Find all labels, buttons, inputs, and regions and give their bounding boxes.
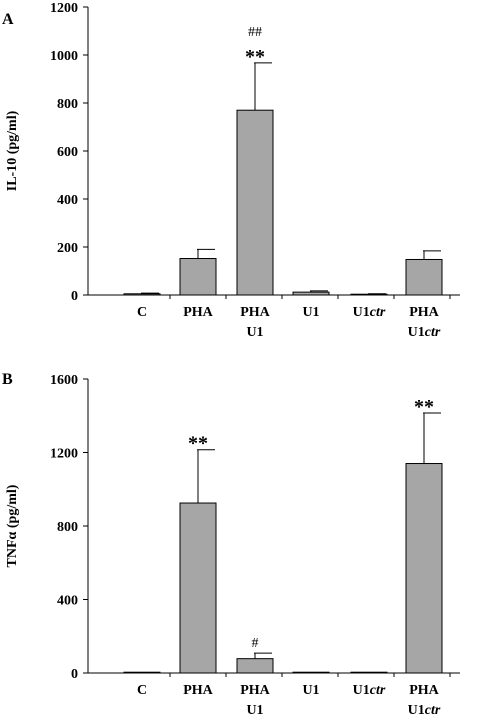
panel-b-significance-hashes: # xyxy=(252,636,259,651)
panel-a-category-label: U1ctr xyxy=(353,305,386,320)
panel-a-y-tick-label: 400 xyxy=(57,193,78,208)
panel-b-category-label: U1 xyxy=(302,683,319,698)
panel-a-bar xyxy=(179,258,217,296)
panel-b-y-tick-label: 0 xyxy=(71,667,78,682)
panel-b-category-label: C xyxy=(137,683,147,698)
panel-b-bar xyxy=(236,658,274,674)
panel-a-category-label: PHA xyxy=(409,305,439,320)
panel-a-category-label: C xyxy=(137,305,147,320)
panel-b-bar xyxy=(292,671,330,674)
panel-a-category-label-italic: ctr xyxy=(425,325,441,340)
panel-a-y-tick-label: 600 xyxy=(57,145,78,160)
panel-b-category-label: PHA xyxy=(240,683,270,698)
panel-a-y-axis-label: IL-10 (pg/ml) xyxy=(5,110,20,191)
panel-a-category-label: U1 xyxy=(302,305,319,320)
panel-a-category-label-line2: U1ctr xyxy=(408,325,441,340)
panel-a-category-label-italic: ctr xyxy=(370,305,386,320)
panel-b-category-label-italic: ctr xyxy=(425,703,441,718)
panel-b-category-label: U1ctr xyxy=(353,683,386,698)
panel-a-bar xyxy=(405,258,443,296)
panel-a-bar xyxy=(236,109,274,296)
panel-a-y-tick-label: 1000 xyxy=(50,49,78,64)
panel-a-significance-hashes: ## xyxy=(248,25,262,40)
panel-a-category-label: PHA xyxy=(183,305,213,320)
panel-b-y-tick-label: 400 xyxy=(57,594,78,609)
panel-b-panel-letter: B xyxy=(2,371,13,388)
panel-a-y-tick-label: 800 xyxy=(57,97,78,112)
panel-b-y-tick-label: 800 xyxy=(57,520,78,535)
panel-b-chart: B TNFα (pg/ml) 0 400 800 1200 1600 C PHA PHA U1 U1 U… xyxy=(2,371,460,718)
panel-b-significance-stars: ** xyxy=(188,433,208,455)
panel-a-bar xyxy=(350,293,388,296)
panel-a-chart: A IL-10 (pg/ml) 0 200 400 600 800 1000 1200 C PHA P… xyxy=(2,1,460,340)
panel-b-y-tick-label: 1600 xyxy=(50,373,78,388)
panel-b-category-label-line2: U1 xyxy=(246,703,263,718)
panel-a-bar xyxy=(123,293,161,296)
panel-b-category-label: PHA xyxy=(409,683,439,698)
panel-a-bar xyxy=(292,291,330,296)
panel-a-category-label: PHA xyxy=(240,305,270,320)
panel-a-panel-letter: A xyxy=(2,11,14,28)
panel-b-category-label: PHA xyxy=(183,683,213,698)
panel-a-category-label-line2: U1 xyxy=(246,325,263,340)
panel-b-bar xyxy=(405,463,443,674)
panel-a-y-tick-label: 200 xyxy=(57,241,78,256)
panel-b-bar xyxy=(179,502,217,674)
panel-a-significance-stars: ** xyxy=(245,46,265,68)
panel-b-bar xyxy=(123,671,161,674)
panel-b-y-axis-label: TNFα (pg/ml) xyxy=(5,484,20,567)
panel-b-bar xyxy=(350,671,388,674)
panel-b-significance-stars: ** xyxy=(414,396,434,418)
panel-a-y-tick-label: 1200 xyxy=(50,1,78,16)
panel-b-y-tick-label: 1200 xyxy=(50,447,78,462)
panel-b-category-label-italic: ctr xyxy=(370,683,386,698)
panel-b-category-label-line2: U1ctr xyxy=(408,703,441,718)
panel-a-y-tick-label: 0 xyxy=(71,289,78,304)
